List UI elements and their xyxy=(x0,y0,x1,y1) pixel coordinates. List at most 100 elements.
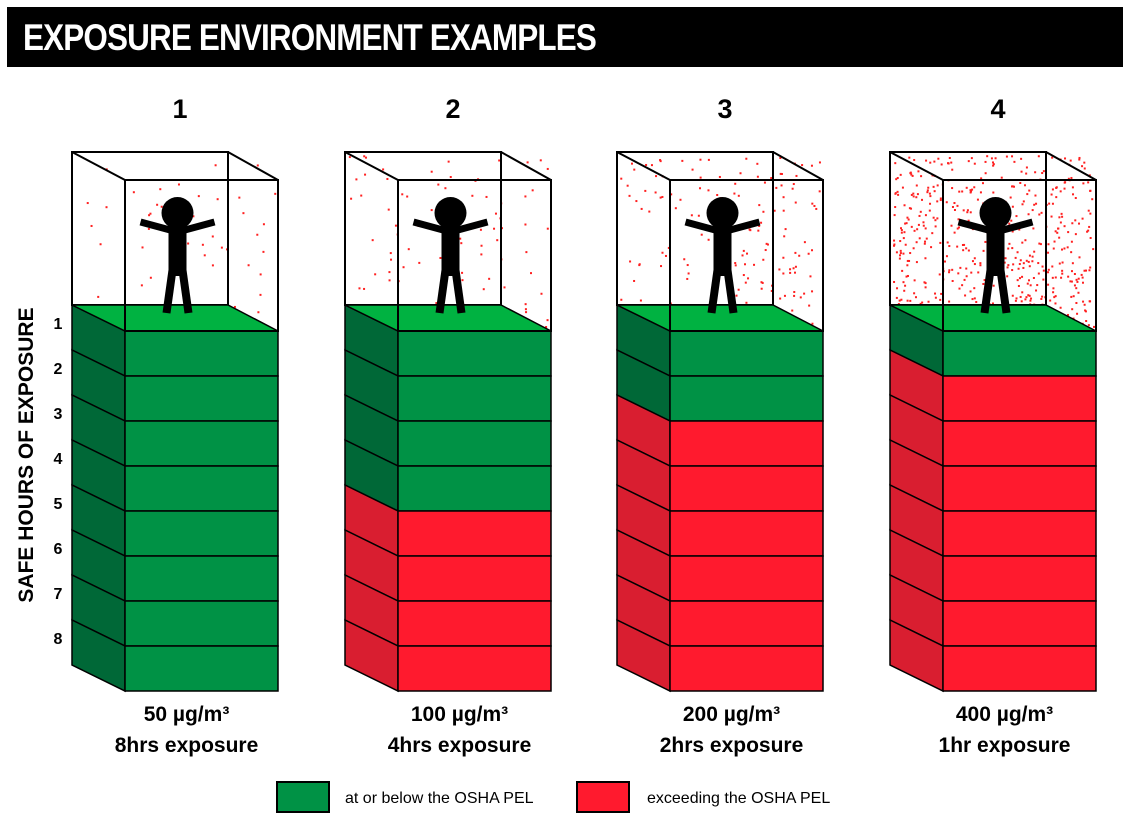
particle xyxy=(910,207,913,210)
particle xyxy=(910,173,913,176)
particle xyxy=(1088,174,1091,177)
particle xyxy=(818,190,821,193)
particle xyxy=(932,185,935,188)
particle xyxy=(967,249,970,252)
exceed-hour-block xyxy=(397,510,552,557)
particle xyxy=(973,162,976,165)
particle xyxy=(909,252,912,255)
safe-hour-block xyxy=(397,375,552,422)
particle xyxy=(447,160,450,163)
particle xyxy=(756,175,759,178)
particle xyxy=(1027,260,1030,263)
particle xyxy=(971,298,974,301)
particle xyxy=(894,162,897,165)
particle xyxy=(697,214,700,217)
particle xyxy=(382,168,385,171)
particle xyxy=(1031,255,1034,258)
particle xyxy=(148,214,151,217)
particle xyxy=(659,159,662,162)
particle xyxy=(1027,294,1030,297)
particle xyxy=(1024,239,1027,242)
concentration-label: 200 µg/m³ xyxy=(683,703,780,726)
particle xyxy=(156,203,159,206)
particle xyxy=(1017,284,1020,287)
particle xyxy=(979,262,982,265)
particle xyxy=(1070,251,1073,254)
particle xyxy=(1072,295,1075,298)
particle xyxy=(498,159,501,162)
particle xyxy=(1010,219,1013,222)
hour-label: 6 xyxy=(54,541,63,558)
particle xyxy=(936,200,939,203)
particle xyxy=(546,167,549,170)
particle xyxy=(932,216,935,219)
person-icon xyxy=(412,197,489,314)
particle xyxy=(1052,287,1055,290)
particle xyxy=(1077,277,1080,280)
particle xyxy=(1091,198,1094,201)
particle xyxy=(360,194,363,197)
particle xyxy=(1082,300,1085,303)
particle xyxy=(745,301,748,304)
particle xyxy=(971,188,974,191)
particle xyxy=(951,268,954,271)
particle xyxy=(387,208,390,211)
particle xyxy=(899,252,902,255)
particle xyxy=(1030,297,1033,300)
particle xyxy=(939,298,942,301)
particle xyxy=(350,197,353,200)
particle xyxy=(480,244,483,247)
particle xyxy=(1025,172,1028,175)
y-axis-label: SAFE HOURS OF EXPOSURE xyxy=(15,307,38,602)
particle xyxy=(1007,264,1010,267)
exceed-hour-block xyxy=(942,510,1097,557)
particle xyxy=(970,157,973,160)
particle xyxy=(1041,172,1044,175)
particle xyxy=(764,249,767,252)
particle xyxy=(757,229,760,232)
particle xyxy=(1085,320,1088,323)
particle xyxy=(1022,200,1025,203)
particle xyxy=(1064,157,1067,160)
particle xyxy=(789,268,792,271)
particle xyxy=(645,163,648,166)
particle xyxy=(758,204,761,207)
particle xyxy=(770,289,773,292)
particle xyxy=(953,202,956,205)
particle xyxy=(783,235,786,238)
particle xyxy=(934,225,937,228)
particle xyxy=(944,260,947,263)
particle xyxy=(1021,275,1024,278)
particle xyxy=(640,207,643,210)
particle xyxy=(780,184,783,187)
particle xyxy=(1083,269,1086,272)
particle xyxy=(803,292,806,295)
particle xyxy=(934,219,937,222)
particle xyxy=(1087,209,1090,212)
particle xyxy=(1050,215,1053,218)
particle xyxy=(1051,188,1054,191)
particle xyxy=(973,257,976,260)
particle xyxy=(1067,231,1070,234)
particle xyxy=(895,296,898,299)
particle xyxy=(789,271,792,274)
particle xyxy=(1053,240,1056,243)
particle xyxy=(1008,242,1011,245)
particle xyxy=(439,256,442,259)
particle xyxy=(779,297,782,300)
particle xyxy=(524,308,527,311)
particle xyxy=(1061,272,1064,275)
particle xyxy=(895,251,898,254)
particle xyxy=(1075,301,1078,304)
particle xyxy=(895,178,898,181)
particle xyxy=(929,195,932,198)
particle xyxy=(86,202,89,205)
safe-hour-block xyxy=(124,555,279,602)
particle xyxy=(540,292,543,295)
particle xyxy=(739,172,742,175)
particle xyxy=(1083,167,1086,170)
particle xyxy=(348,156,351,159)
particle xyxy=(762,210,765,213)
particle xyxy=(965,247,968,250)
particle xyxy=(976,198,979,201)
